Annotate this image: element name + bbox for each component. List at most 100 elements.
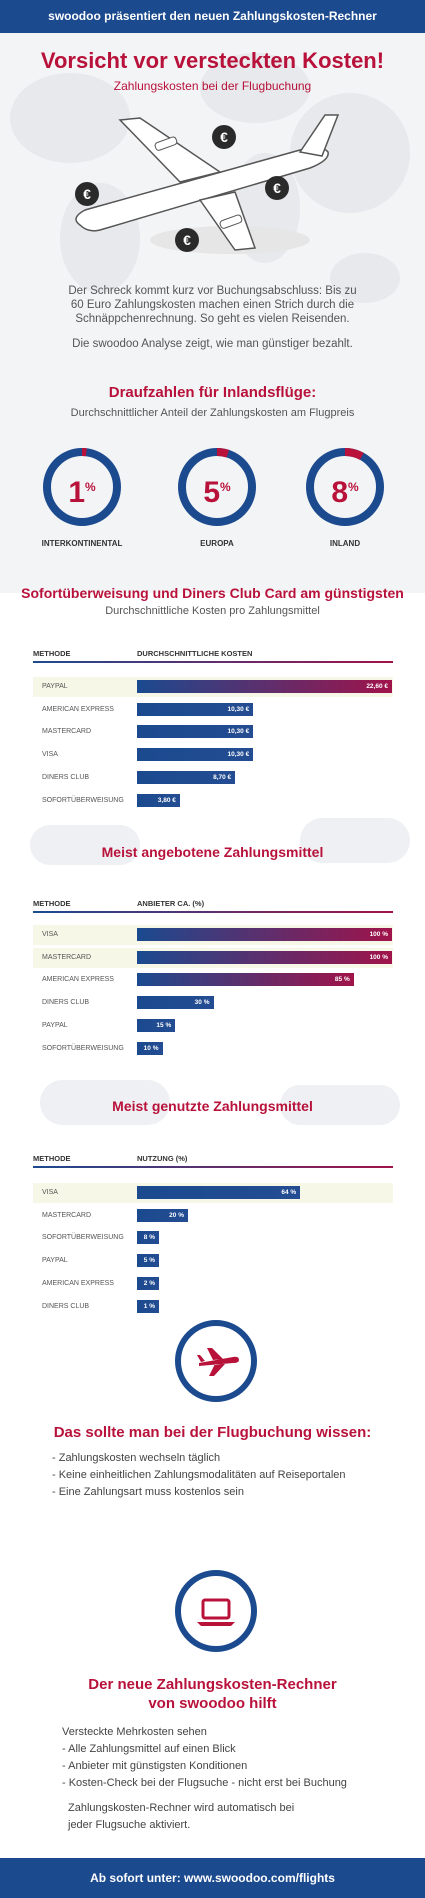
donut-section-title: Draufzahlen für Inlandsflüge: xyxy=(108,384,317,401)
donut-label: INLAND xyxy=(329,539,361,548)
column-header-value: NUTZUNG (%) xyxy=(137,1154,188,1163)
category-label: AMERICAN EXPRESS xyxy=(42,1279,114,1287)
bar-value-label: 30 % xyxy=(194,999,210,1007)
bar-value-label: 5 % xyxy=(143,1257,155,1265)
bar xyxy=(137,996,214,1010)
table-header-rule xyxy=(33,661,393,663)
calculator-note-line: jeder Flugsuche aktiviert. xyxy=(68,1819,191,1831)
donut-unit: % xyxy=(348,480,359,494)
donut-segment xyxy=(178,448,256,526)
category-label: PAYPAL xyxy=(42,683,68,690)
donut-unit: % xyxy=(220,480,231,494)
category-label: MASTERCARD xyxy=(42,953,92,961)
category-label: SOFORTÜBERWEISUNG xyxy=(42,1234,124,1242)
calculator-note-line: Zahlungskosten-Rechner wird automatisch … xyxy=(68,1802,295,1814)
column-header-value: ANBIETER CA. (%) xyxy=(137,899,205,908)
bar-value-label: 8,70 € xyxy=(213,773,232,781)
bar xyxy=(137,1186,301,1199)
bar xyxy=(137,950,392,964)
intro-line: Schnäppchenrechnung. So geht es vielen R… xyxy=(75,313,350,325)
category-label: DINERS CLUB xyxy=(42,999,90,1007)
footer-cta[interactable]: Ab sofort unter: www.swoodoo.com/flights xyxy=(0,1858,425,1898)
tips-item: - Keine einheitlichen Zahlungsmodalitäte… xyxy=(52,1469,346,1481)
bar-value-label: 1 % xyxy=(143,1302,155,1310)
top-banner: swoodoo präsentiert den neuen Zahlungsko… xyxy=(0,0,425,33)
calculator-note: Zahlungskosten-Rechner wird automatisch … xyxy=(68,1800,294,1834)
calculator-list: Versteckte Mehrkosten sehen - Alle Zahlu… xyxy=(62,1724,347,1792)
intro-analysis: Die swoodoo Analyse zeigt, wie man günst… xyxy=(72,338,353,350)
bar-value-label: 100 % xyxy=(369,953,388,961)
calculator-title: Der neue Zahlungskosten-Rechner xyxy=(88,1676,337,1693)
bar xyxy=(137,748,254,762)
donut-unit: % xyxy=(85,480,96,494)
euro-coin-icon: € xyxy=(212,125,236,149)
cloud-decoration xyxy=(40,1080,170,1125)
tips-title: Das sollte man bei der Flugbuchung wisse… xyxy=(53,1424,372,1441)
category-label: AMERICAN EXPRESS xyxy=(42,976,114,984)
bar-value-label: 2 % xyxy=(143,1279,155,1287)
category-label: MASTERCARD xyxy=(42,1211,92,1219)
cloud-decoration xyxy=(30,825,140,865)
column-header-method: METHODE xyxy=(33,1154,71,1163)
donut-value: 1% xyxy=(42,447,122,533)
bar-value-label: 22,60 € xyxy=(366,683,388,690)
donut-chart xyxy=(306,448,384,526)
bar xyxy=(137,1254,159,1268)
category-label: SOFORTÜBERWEISUNG xyxy=(42,796,124,804)
category-label: DINERS CLUB xyxy=(42,773,90,781)
tips-item: - Zahlungskosten wechseln täglich xyxy=(52,1452,221,1464)
page-title: Vorsicht vor versteckten Kosten! xyxy=(40,48,385,73)
bar-value-label: 85 % xyxy=(334,976,350,984)
category-label: VISA xyxy=(42,931,58,938)
donut-chart xyxy=(43,448,121,526)
tips-list: - Zahlungskosten wechseln täglich - Kein… xyxy=(52,1450,346,1501)
calculator-item: - Alle Zahlungsmittel auf einen Blick xyxy=(62,1743,236,1755)
intro-line: Der Schreck kommt kurz vor Buchungsabsch… xyxy=(68,285,357,297)
bar xyxy=(137,1276,159,1290)
category-label: PAYPAL xyxy=(42,1021,68,1029)
bar xyxy=(137,1299,159,1313)
donut-segment xyxy=(43,448,121,526)
donut-label: INTERKONTINENTAL xyxy=(41,539,123,548)
euro-coin-icon: € xyxy=(75,182,99,206)
category-label: SOFORTÜBERWEISUNG xyxy=(42,1044,124,1052)
bar-value-label: 100 % xyxy=(369,931,388,938)
euro-coin-icon: € xyxy=(265,176,289,200)
donut-section-subtitle: Durchschnittlicher Anteil der Zahlungsko… xyxy=(70,407,355,419)
bar-value-label: 10,30 € xyxy=(227,728,250,736)
calculator-item: - Anbieter mit günstigsten Konditionen xyxy=(62,1760,248,1772)
bar xyxy=(137,1041,163,1055)
donut-value: 5% xyxy=(177,447,257,533)
cloud-decoration xyxy=(280,1085,400,1125)
donut-segment xyxy=(306,448,384,526)
category-label: AMERICAN EXPRESS xyxy=(42,705,114,713)
donut-number: 8 xyxy=(331,476,348,509)
donut-number: 1 xyxy=(68,476,85,509)
euro-coin-icon: € xyxy=(175,228,199,252)
calculator-item: - Kosten-Check bei der Flugsuche - nicht… xyxy=(62,1777,347,1789)
donut-chart xyxy=(178,448,256,526)
column-header-method: METHODE xyxy=(33,899,71,908)
bar-value-label: 20 % xyxy=(169,1211,184,1219)
bar-value-label: 64 % xyxy=(281,1189,297,1196)
donut-value: 8% xyxy=(305,447,385,533)
column-header-method: METHODE xyxy=(33,649,71,658)
donut-number: 5 xyxy=(203,476,220,509)
category-label: VISA xyxy=(42,751,58,759)
bar xyxy=(137,1231,159,1245)
category-label: VISA xyxy=(42,1189,58,1196)
bar xyxy=(137,973,354,987)
category-label: MASTERCARD xyxy=(42,728,92,736)
table-header-rule xyxy=(33,911,393,913)
bar-value-label: 8 % xyxy=(143,1234,155,1242)
bar xyxy=(137,680,392,693)
bar xyxy=(137,1018,176,1032)
calculator-item: Versteckte Mehrkosten sehen xyxy=(62,1726,207,1738)
bar-value-label: 10,30 € xyxy=(227,751,250,759)
cloud-decoration xyxy=(300,818,410,863)
tips-item: - Eine Zahlungsart muss kostenlos sein xyxy=(52,1486,244,1498)
donut-label: EUROPA xyxy=(200,539,234,548)
chart-title: Meist angebotene Zahlungsmittel xyxy=(101,844,324,860)
column-header-value: DURCHSCHNITTLICHE KOSTEN xyxy=(137,649,253,658)
